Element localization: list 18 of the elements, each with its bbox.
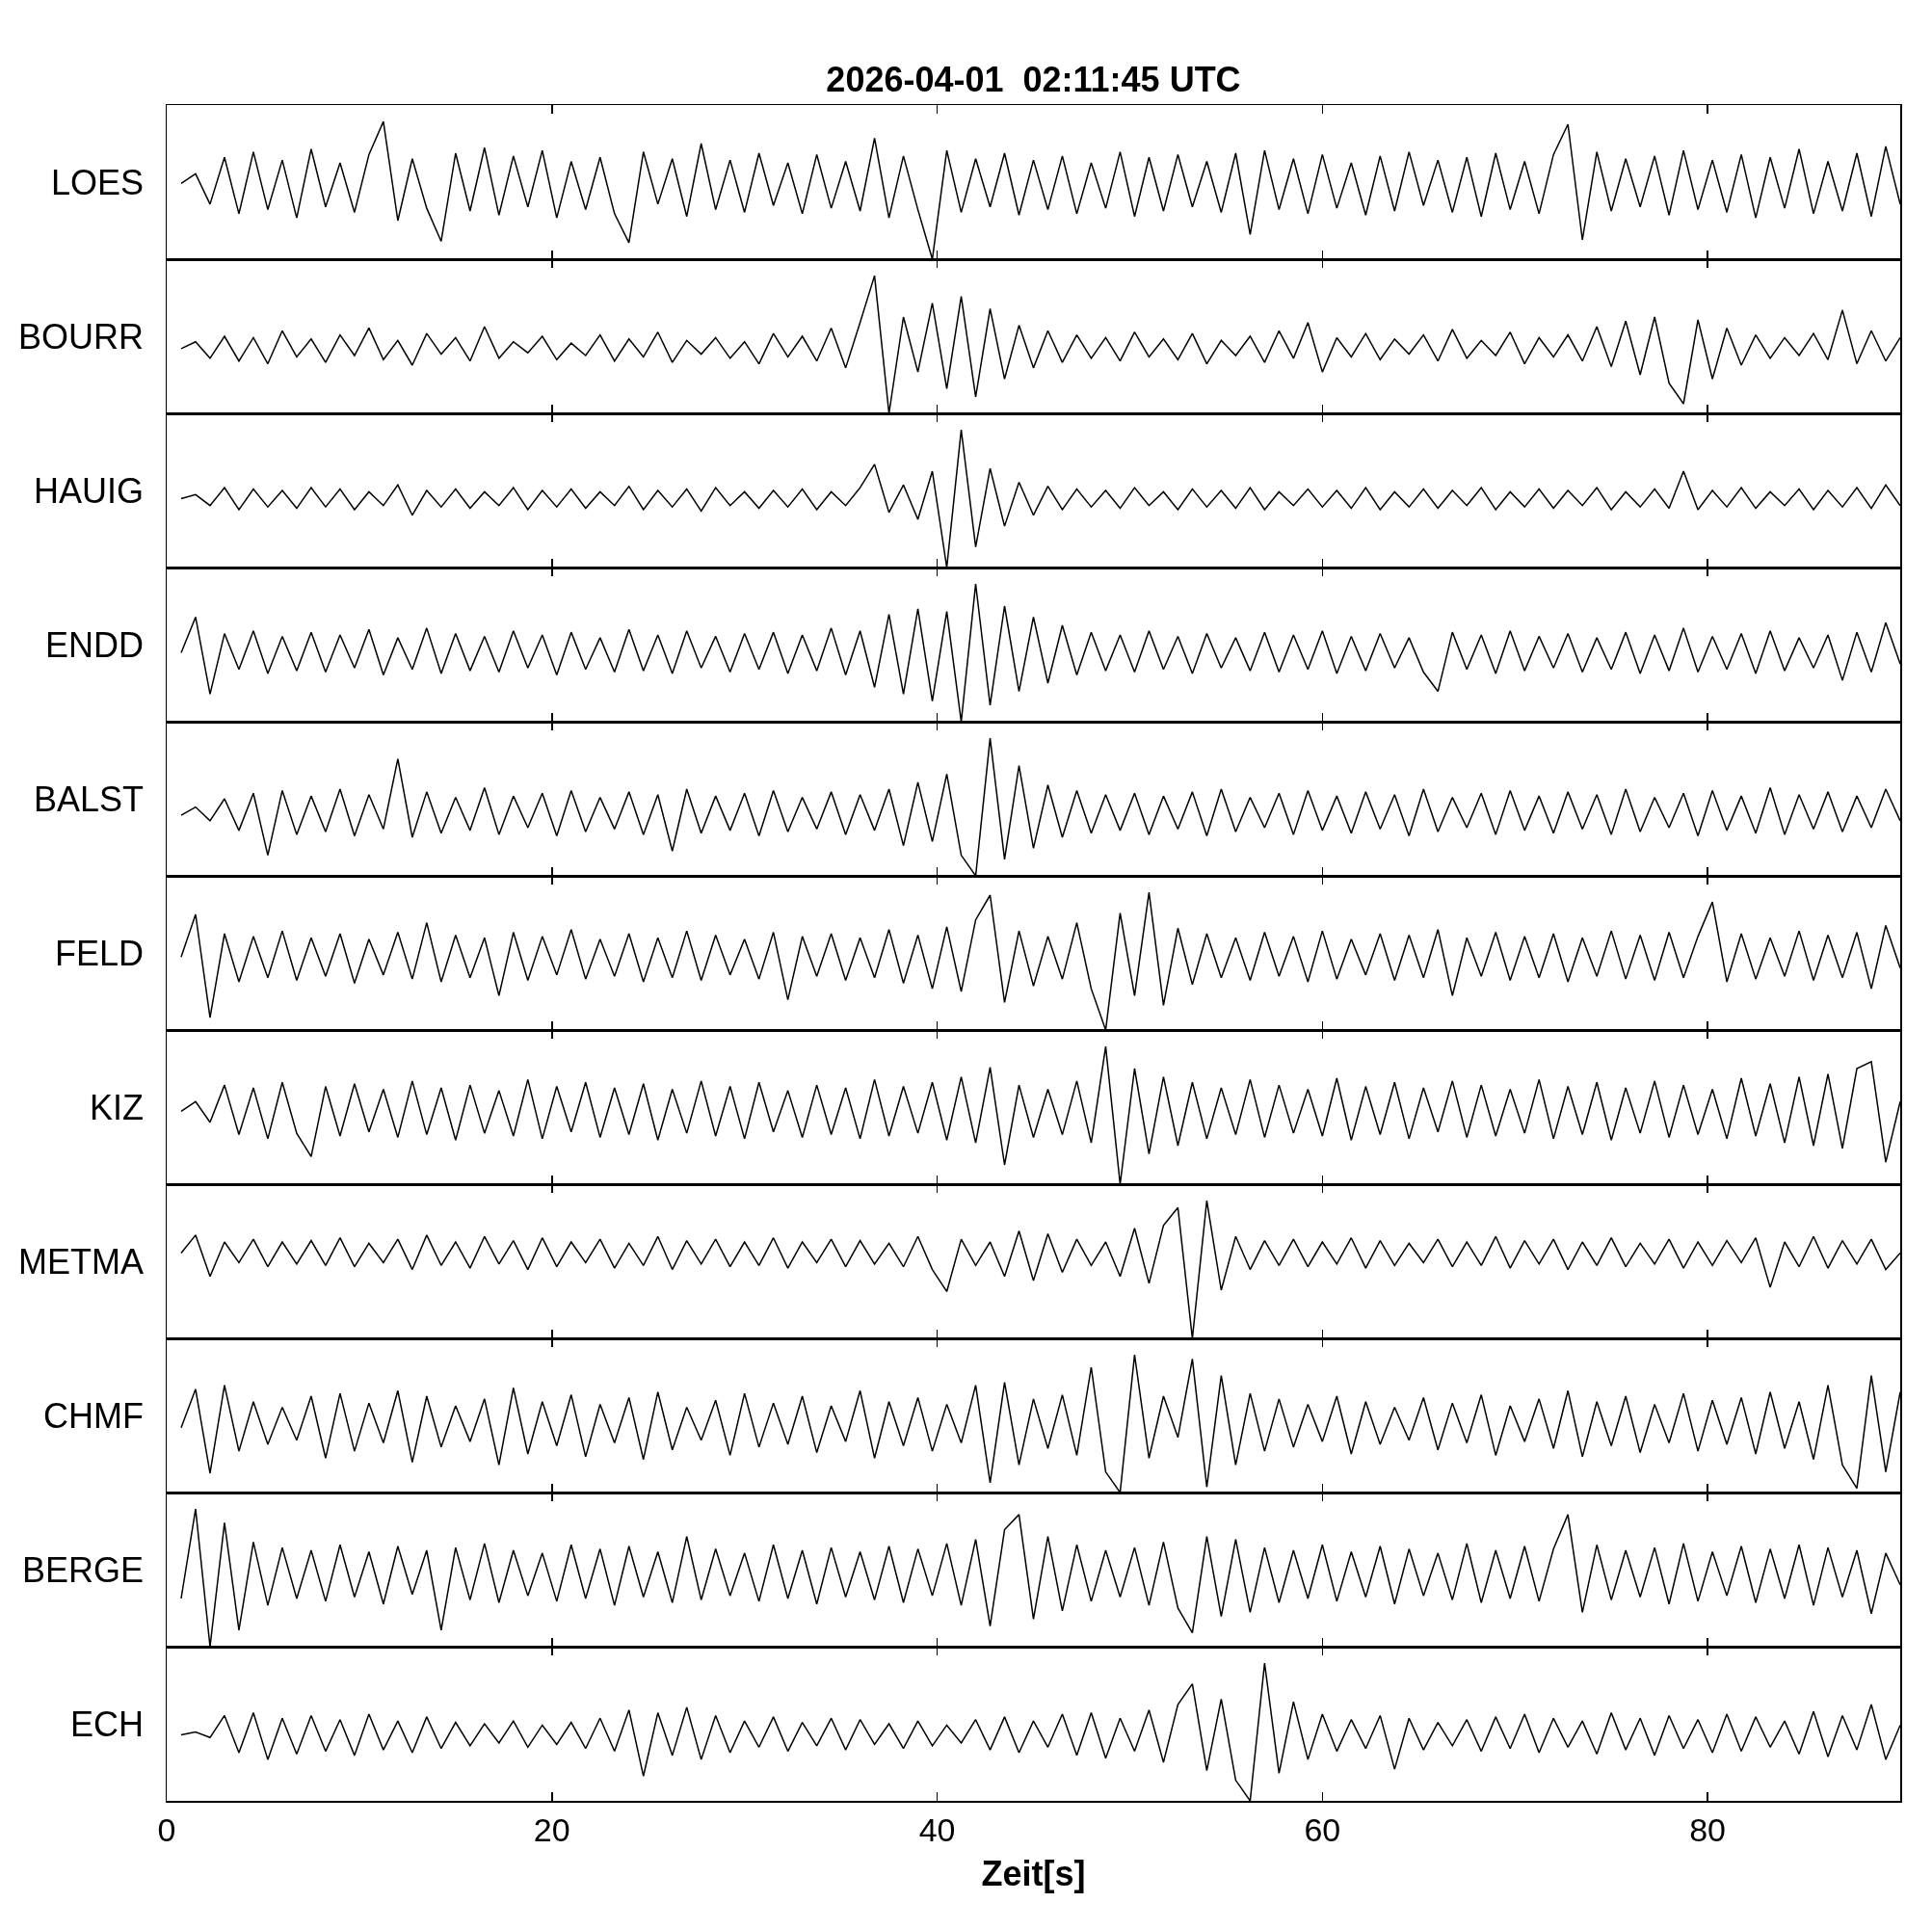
x-tick-label: 60: [1304, 1811, 1341, 1849]
y-axis-title: CHMF: [43, 1396, 144, 1436]
chart-title: 2026-04-01 02:11:45 UTC: [826, 59, 1241, 99]
y-axis-title: ENDD: [45, 625, 145, 665]
x-tick-label: 20: [533, 1811, 570, 1849]
y-axis-title: BOURR: [18, 317, 145, 357]
y-axis-title: HAUIG: [34, 471, 145, 511]
y-axis-title: ECH: [70, 1704, 145, 1744]
x-axis-title: Zeit[s]: [981, 1853, 1086, 1893]
x-tick-label: 40: [918, 1811, 956, 1849]
y-axis-title: LOES: [51, 163, 145, 202]
x-tick-label: 80: [1689, 1811, 1727, 1849]
y-axis-title: FELD: [55, 934, 145, 973]
x-tick-label: 0: [157, 1811, 176, 1849]
y-axis-title: METMA: [18, 1242, 144, 1282]
y-axis-title: KIZ: [90, 1088, 145, 1127]
y-axis-title: BALST: [34, 780, 145, 819]
y-axis-title: BERGE: [22, 1550, 145, 1590]
